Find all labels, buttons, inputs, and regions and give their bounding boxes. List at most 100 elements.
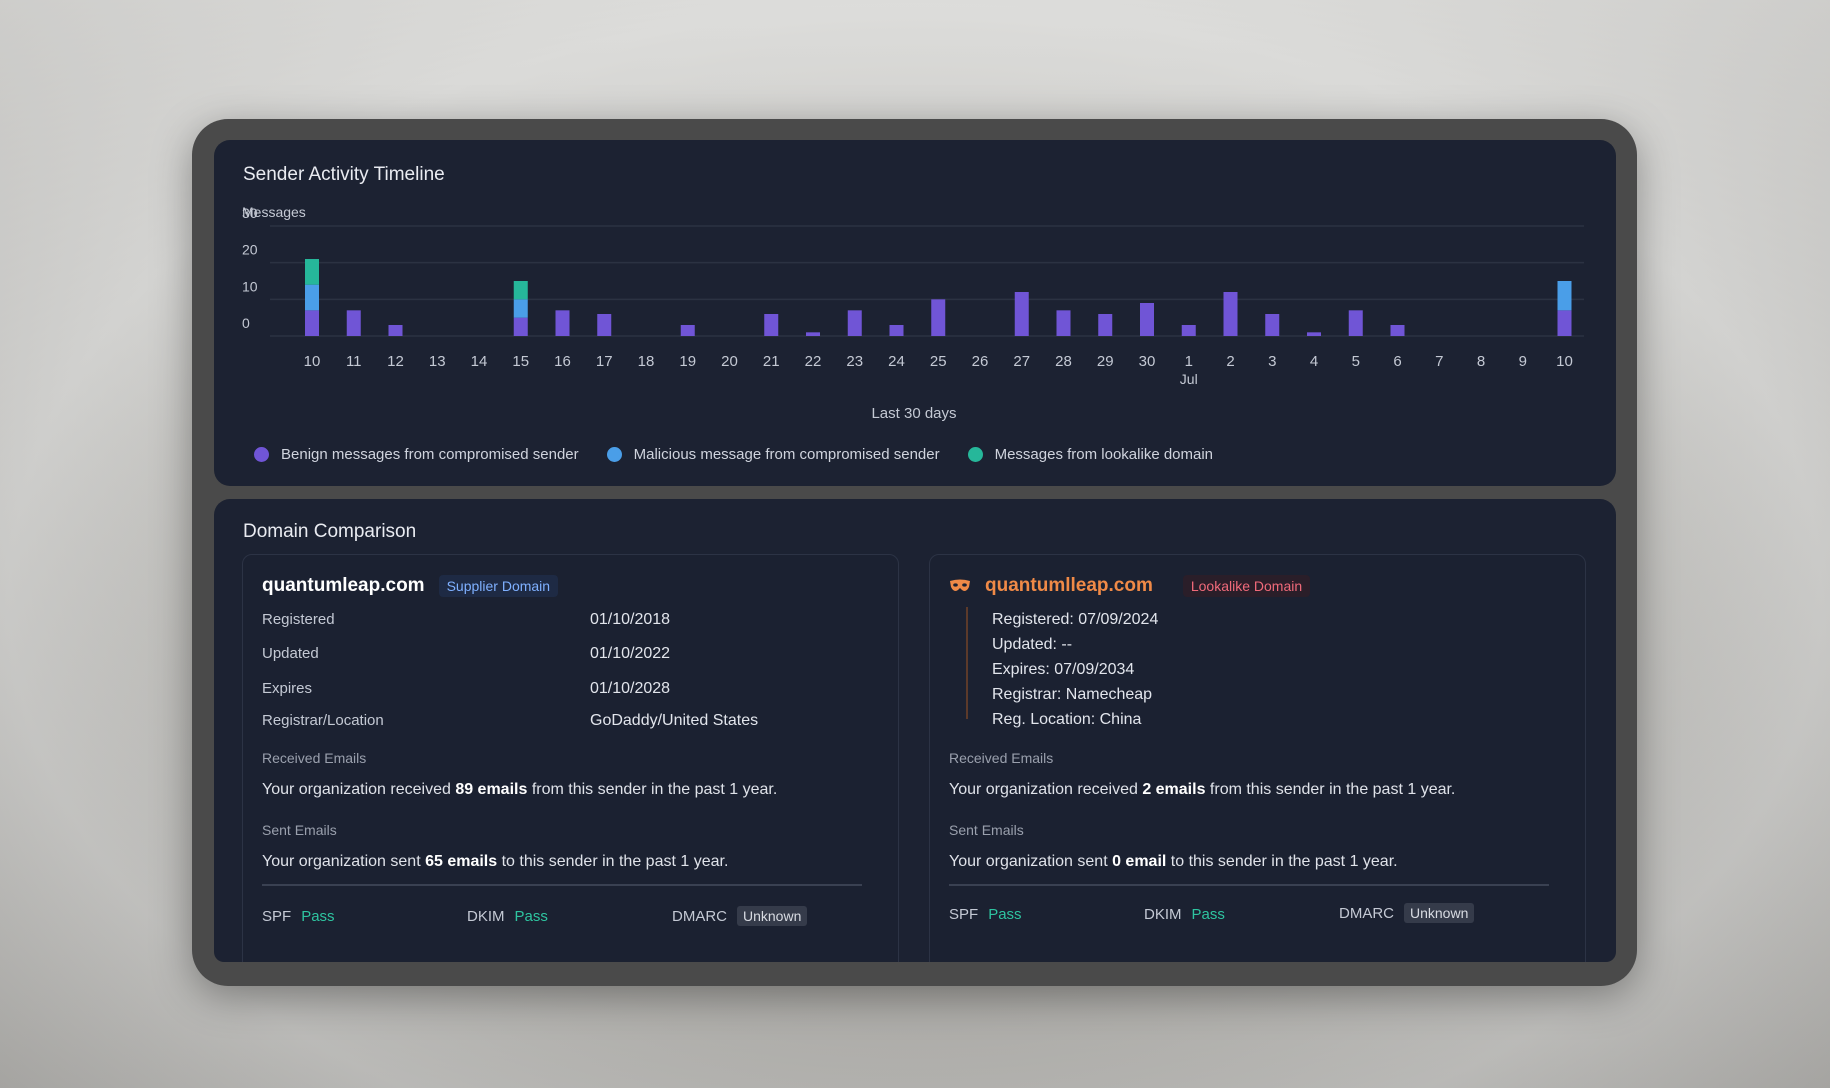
lookalike-domain-name[interactable]: quantumlleap.com xyxy=(985,575,1153,596)
spf-label: SPF xyxy=(262,907,292,925)
x-tick-label: 5 xyxy=(1352,353,1360,370)
panel-title: Sender Activity Timeline xyxy=(243,164,445,185)
bar-segment[interactable] xyxy=(1181,325,1196,336)
chart-legend: Benign messages from compromised sender … xyxy=(254,446,1213,463)
spf-result: SPF Pass xyxy=(949,906,1144,923)
spf-status: Pass xyxy=(301,907,335,925)
x-tick-label: 3 xyxy=(1268,353,1276,370)
expires-value: Expires: 07/09/2034 xyxy=(992,661,1135,678)
x-tick-label: 16 xyxy=(554,353,571,370)
dmarc-result: DMARC Unknown xyxy=(672,906,877,926)
x-tick-label: 24 xyxy=(888,353,905,370)
dkim-status: Pass xyxy=(514,907,548,925)
auth-results: SPF Pass DKIM Pass DMARC Unknown xyxy=(262,906,877,926)
x-tick-label: 13 xyxy=(429,353,446,370)
registered-value: 01/10/2018 xyxy=(590,611,671,628)
divider xyxy=(262,884,862,886)
received-emails-label: Received Emails xyxy=(949,750,1054,766)
sentence-part: to this sender in the past 1 year. xyxy=(1166,853,1398,870)
bar-segment[interactable] xyxy=(597,314,612,336)
x-tick-label: 30 xyxy=(1139,353,1156,370)
x-tick-label: 15 xyxy=(512,353,529,370)
x-tick-label: 25 xyxy=(930,353,947,370)
x-tick-label: 22 xyxy=(805,353,822,370)
bar-segment[interactable] xyxy=(847,310,862,336)
supplier-header: quantumleap.com Supplier Domain xyxy=(262,575,559,597)
y-tick-label: 0 xyxy=(242,315,250,331)
dkim-label: DKIM xyxy=(1144,906,1182,923)
malicious-dot-icon xyxy=(606,447,622,462)
bar-segment[interactable] xyxy=(1307,332,1321,336)
x-axis-label: Last 30 days xyxy=(871,405,956,422)
supplier-domain-name[interactable]: quantumleap.com xyxy=(262,575,425,596)
x-tick-label: 29 xyxy=(1097,353,1114,370)
domain-comparison-panel: Domain Comparison quantumleap.com Suppli… xyxy=(214,499,1616,962)
bar-segment[interactable] xyxy=(513,281,528,300)
expires-value: 01/10/2028 xyxy=(590,680,671,697)
sent-emails-label: Sent Emails xyxy=(262,822,337,838)
y-axis-label: Messages xyxy=(242,204,306,220)
bar-segment[interactable] xyxy=(305,259,319,285)
bar-segment[interactable] xyxy=(680,325,695,336)
bar-segment[interactable] xyxy=(305,310,319,336)
sender-activity-panel: Sender Activity Timeline Messages 0 10 20 3… xyxy=(214,140,1616,486)
x-tick-label: 21 xyxy=(763,353,780,370)
x-tick-label: 9 xyxy=(1519,353,1527,370)
divider xyxy=(949,884,1549,886)
sentence-part: to this sender in the past 1 year. xyxy=(497,853,729,870)
bar-segment[interactable] xyxy=(1265,314,1280,336)
legend-item-benign[interactable]: Benign messages from compromised sender xyxy=(254,446,579,463)
received-emails-label: Received Emails xyxy=(262,750,367,766)
bar-segment[interactable] xyxy=(806,332,820,336)
legend-item-lookalike[interactable]: Messages from lookalike domain xyxy=(967,446,1213,463)
bar-segment[interactable] xyxy=(305,284,319,311)
y-tick-label: 10 xyxy=(242,278,258,294)
bar-segment[interactable] xyxy=(388,325,403,336)
bar-segment[interactable] xyxy=(1098,314,1113,336)
bar-segment[interactable] xyxy=(1140,303,1154,336)
bar-segment[interactable] xyxy=(1348,310,1363,336)
registered-label: Registered xyxy=(262,611,335,628)
bar-segment[interactable] xyxy=(513,299,528,318)
x-tick-label: 2 xyxy=(1226,353,1234,370)
dmarc-result: DMARC Unknown xyxy=(1339,903,1544,923)
y-tick-label: 30 xyxy=(242,205,258,221)
bar-segment[interactable] xyxy=(555,310,570,336)
sent-count: 65 emails xyxy=(425,853,498,870)
x-tick-label: 6 xyxy=(1393,353,1401,370)
registrar-value: GoDaddy/United States xyxy=(590,712,759,729)
dmarc-label: DMARC xyxy=(672,907,727,925)
bar-segment[interactable] xyxy=(1557,310,1572,336)
sentence-part: Your organization sent xyxy=(949,853,1113,870)
bar-segment[interactable] xyxy=(1056,310,1071,336)
bar-segment[interactable] xyxy=(931,299,946,336)
updated-label: Updated xyxy=(262,645,319,662)
bar-segment[interactable] xyxy=(1557,281,1572,311)
sentence-part: Your organization received xyxy=(949,781,1143,798)
bar-segment[interactable] xyxy=(1014,292,1029,336)
sent-emails-text: Your organization sent 0 email to this s… xyxy=(949,853,1398,871)
legend-item-malicious[interactable]: Malicious message from compromised sende… xyxy=(606,446,940,463)
x-tick-label: 8 xyxy=(1477,353,1485,370)
spf-status: Pass xyxy=(988,906,1022,923)
x-tick-label: 14 xyxy=(471,353,488,370)
dkim-status: Pass xyxy=(1191,906,1225,923)
bar-segment[interactable] xyxy=(346,310,361,336)
received-emails-text: Your organization received 2 emails from… xyxy=(949,781,1455,799)
dmarc-label: DMARC xyxy=(1339,904,1394,922)
bar-segment[interactable] xyxy=(1390,325,1405,336)
bar-segment[interactable] xyxy=(764,314,779,336)
supplier-tag: Supplier Domain xyxy=(438,575,559,597)
bar-segment[interactable] xyxy=(513,317,528,336)
registered-value: Registered: 07/09/2024 xyxy=(992,611,1159,628)
bar-segment[interactable] xyxy=(1223,292,1238,336)
x-tick-label: 12 xyxy=(387,353,404,370)
dkim-result: DKIM Pass xyxy=(467,906,672,926)
auth-results: SPF Pass DKIM Pass DMARC Unknown xyxy=(949,903,1544,923)
bar-segment[interactable] xyxy=(889,325,904,336)
spf-result: SPF Pass xyxy=(262,906,467,926)
registrar-label: Registrar/Location xyxy=(262,712,384,729)
x-tick-label: 18 xyxy=(638,353,655,370)
dkim-result: DKIM Pass xyxy=(1144,906,1339,923)
sentence-part: Your organization received xyxy=(262,781,456,798)
